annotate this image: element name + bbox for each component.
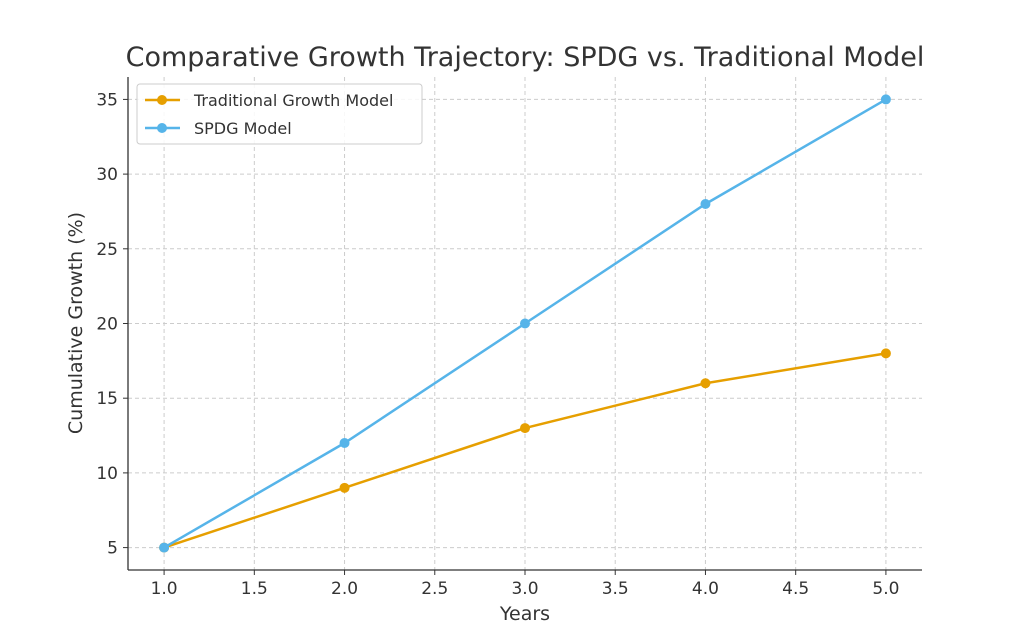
x-tick-label: 3.0 <box>511 579 538 599</box>
y-axis-label: Cumulative Growth (%) <box>65 212 87 434</box>
x-tick-label: 2.0 <box>331 579 358 599</box>
x-tick-label: 2.5 <box>421 579 448 599</box>
data-point <box>880 348 891 359</box>
x-axis-label: Years <box>499 603 550 625</box>
x-tick-label: 4.5 <box>782 579 809 599</box>
legend: Traditional Growth Model SPDG Model <box>136 83 423 145</box>
data-point <box>700 198 711 209</box>
y-tick-label: 15 <box>96 389 118 409</box>
data-point <box>700 378 711 389</box>
data-point <box>520 423 530 434</box>
y-tick-label: 20 <box>96 315 118 335</box>
y-tick-label: 30 <box>96 165 118 185</box>
x-tick-label: 3.5 <box>602 579 629 599</box>
data-point <box>880 94 891 105</box>
y-tick-label: 5 <box>107 539 118 559</box>
ticks: 1.0 1.5 2.0 2.5 3.0 3.5 4.0 4.5 5.0 5 10 15 20 25 30 35 <box>96 90 899 599</box>
data-point <box>339 438 350 449</box>
data-point <box>159 542 170 553</box>
y-tick-label: 10 <box>96 464 118 484</box>
legend-box <box>136 83 423 145</box>
series-group <box>159 94 891 553</box>
grid <box>128 77 922 570</box>
legend-label: SPDG Model <box>194 119 292 138</box>
legend-marker <box>157 95 167 105</box>
x-tick-label: 1.0 <box>151 579 178 599</box>
chart-title: Comparative Growth Trajectory: SPDG vs. … <box>126 42 925 73</box>
data-point <box>339 482 350 493</box>
x-tick-label: 1.5 <box>241 579 268 599</box>
y-tick-label: 25 <box>96 240 118 260</box>
data-point <box>520 318 530 329</box>
x-tick-label: 4.0 <box>692 579 719 599</box>
x-tick-label: 5.0 <box>872 579 899 599</box>
y-tick-label: 35 <box>96 90 118 110</box>
legend-marker <box>157 123 167 133</box>
legend-label: Traditional Growth Model <box>193 91 393 110</box>
